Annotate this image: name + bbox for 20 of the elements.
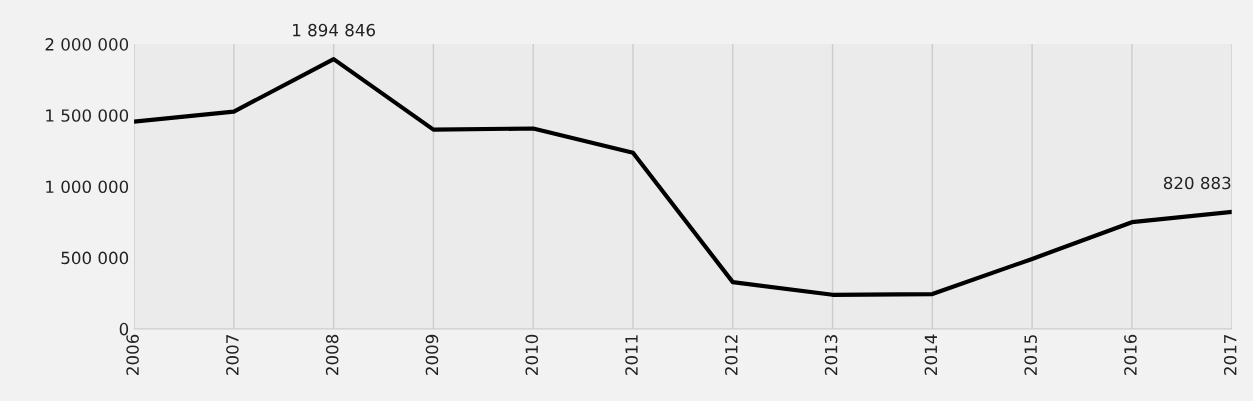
x-tick-label: 2010: [525, 334, 539, 375]
x-tick-label: 2012: [725, 335, 738, 375]
x-tick-label: 2014: [924, 334, 938, 375]
data-label: 820 883: [1163, 176, 1231, 190]
y-tick-label: 1 500 000: [46, 109, 129, 122]
x-tick-label: 2009: [425, 334, 439, 375]
y-tick-label: 500 000: [61, 251, 129, 265]
x-tick-label: 2017: [1223, 335, 1237, 375]
y-tick-label: 2 000 000: [45, 38, 129, 51]
x-tick-label: 2016: [1124, 334, 1137, 375]
x-tick-label: 2011: [625, 335, 638, 375]
line-series: [134, 56, 1232, 297]
x-tick-label: 2006: [126, 334, 139, 375]
x-tick-label: 2008: [325, 334, 339, 375]
data-label: 1 894 846: [293, 23, 375, 37]
x-tick-label: 2015: [1024, 335, 1037, 375]
y-tick-label: 0: [119, 322, 129, 336]
y-tick-label: 1 000 000: [46, 180, 129, 194]
x-tick-label: 2013: [824, 335, 838, 375]
x-tick-label: 2007: [226, 335, 239, 375]
